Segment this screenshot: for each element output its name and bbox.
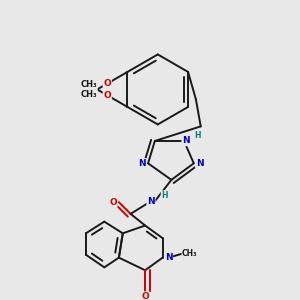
Text: CH₃: CH₃ (80, 90, 97, 99)
Text: CH₃: CH₃ (80, 80, 97, 89)
Text: N: N (196, 159, 203, 168)
Text: N: N (182, 136, 190, 146)
Text: CH₃: CH₃ (182, 249, 198, 258)
Text: N: N (147, 197, 155, 206)
Text: H: H (194, 130, 201, 140)
Text: O: O (141, 292, 149, 300)
Text: O: O (103, 79, 111, 88)
Text: O: O (103, 91, 111, 100)
Text: N: N (138, 159, 146, 168)
Text: O: O (109, 198, 117, 207)
Text: H: H (161, 191, 168, 200)
Text: N: N (165, 253, 172, 262)
